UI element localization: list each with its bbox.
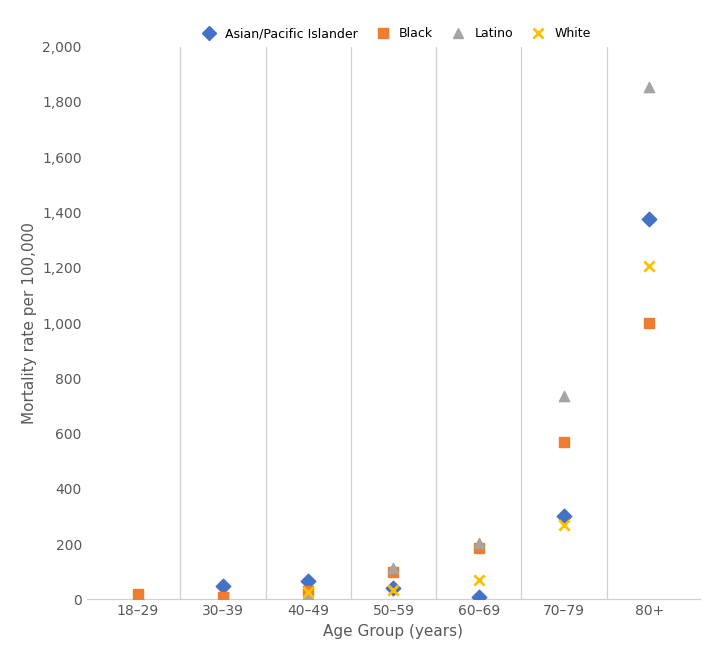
White: [303, 587, 314, 598]
Black: [388, 566, 399, 577]
White: [388, 584, 399, 595]
Asian/Pacific Islander: [473, 591, 484, 602]
Latino: [388, 562, 399, 573]
White: [558, 519, 570, 530]
Y-axis label: Mortality rate per 100,000: Mortality rate per 100,000: [22, 222, 37, 424]
Black: [558, 436, 570, 447]
Asian/Pacific Islander: [303, 576, 314, 587]
X-axis label: Age Group (years): Age Group (years): [323, 624, 464, 639]
Black: [217, 591, 229, 602]
Black: [303, 586, 314, 597]
Asian/Pacific Islander: [388, 583, 399, 593]
Latino: [643, 81, 655, 92]
Legend: Asian/Pacific Islander, Black, Latino, White: Asian/Pacific Islander, Black, Latino, W…: [191, 23, 596, 45]
Asian/Pacific Islander: [558, 511, 570, 522]
Latino: [558, 391, 570, 402]
Black: [643, 318, 655, 328]
Black: [473, 543, 484, 553]
Asian/Pacific Islander: [217, 580, 229, 591]
White: [643, 261, 655, 272]
Latino: [303, 589, 314, 599]
Latino: [473, 537, 484, 548]
White: [473, 575, 484, 585]
Asian/Pacific Islander: [643, 214, 655, 224]
Black: [132, 589, 144, 599]
